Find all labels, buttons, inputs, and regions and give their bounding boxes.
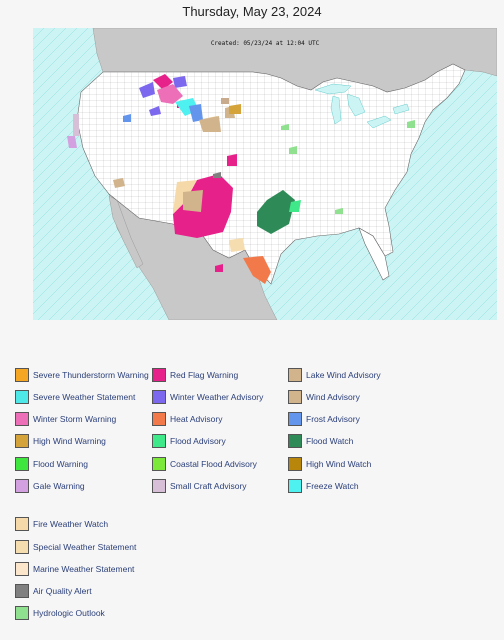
legend-item[interactable]: Severe Weather Statement (15, 389, 135, 405)
legend-swatch (15, 479, 29, 493)
legend-item[interactable]: Heat Advisory (152, 411, 222, 427)
legend-label: High Wind Watch (306, 459, 372, 469)
legend-item[interactable]: Frost Advisory (288, 411, 360, 427)
alert-flood-advisory (289, 200, 301, 212)
legend-swatch (15, 584, 29, 598)
legend-label: Flood Watch (306, 436, 354, 446)
legend-label: Flood Warning (33, 459, 88, 469)
legend-label: Marine Weather Statement (33, 564, 135, 574)
alert-gale-warning (67, 136, 77, 148)
alert-winter-weather-advisory (139, 76, 187, 116)
legend-label: Red Flag Warning (170, 370, 239, 380)
legend-item[interactable]: Fire Weather Watch (15, 516, 108, 532)
legend-swatch (15, 368, 29, 382)
legend-swatch (152, 434, 166, 448)
great-lakes (314, 83, 410, 129)
legend-item[interactable]: Coastal Flood Advisory (152, 456, 257, 472)
legend-item[interactable]: Air Quality Alert (15, 583, 92, 599)
page-title: Thursday, May 23, 2024 (182, 4, 322, 19)
us-alerts-map-svg (33, 28, 497, 320)
legend-label: Air Quality Alert (33, 586, 92, 596)
legend-swatch (288, 412, 302, 426)
legend-item[interactable]: Wind Advisory (288, 389, 360, 405)
legend-item[interactable]: Flood Watch (288, 433, 353, 449)
legend-label: Fire Weather Watch (33, 519, 109, 529)
legend-swatch (152, 390, 166, 404)
legend-swatch (152, 412, 166, 426)
alert-frost-advisory (123, 104, 203, 122)
alert-high-wind-warning (229, 104, 241, 114)
alert-hydrologic-outlook (281, 120, 415, 214)
legend-swatch (288, 457, 302, 471)
legend-swatch (288, 479, 302, 493)
legend-label: Frost Advisory (306, 414, 360, 424)
legend-item[interactable]: Winter Weather Advisory (152, 389, 263, 405)
legend-label: Severe Weather Statement (33, 392, 136, 402)
legend-swatch (15, 606, 29, 620)
legend-label: Freeze Watch (306, 481, 359, 491)
legend-swatch (152, 368, 166, 382)
alert-winter-storm-warning (157, 84, 183, 104)
legend-item[interactable]: Small Craft Advisory (152, 478, 247, 494)
legend-label: Special Weather Statement (33, 542, 137, 552)
legend-label: Winter Storm Warning (33, 414, 117, 424)
alert-flood-watch (257, 190, 295, 234)
legend-label: Coastal Flood Advisory (170, 459, 257, 469)
alert-small-craft-advisory (73, 114, 79, 136)
legend-swatch (152, 457, 166, 471)
alert-special-weather-statement (229, 238, 245, 252)
legend-label: Wind Advisory (306, 392, 360, 402)
legend-swatch (15, 562, 29, 576)
legend-item[interactable]: High Wind Warning (15, 433, 106, 449)
legend-swatch (288, 434, 302, 448)
legend-item[interactable]: Special Weather Statement (15, 539, 136, 555)
legend-item[interactable]: Gale Warning (15, 478, 85, 494)
legend-swatch (15, 540, 29, 554)
legend-swatch (15, 517, 29, 531)
legend-swatch (15, 434, 29, 448)
map-created-timestamp: Created: 05/23/24 at 12:04 UTC (210, 40, 320, 47)
alert-air-quality-alert (213, 172, 221, 178)
alert-lake-wind-advisory (221, 98, 229, 104)
legend-label: Flood Advisory (170, 436, 226, 446)
legend-item[interactable]: Flood Warning (15, 456, 88, 472)
legend-swatch (15, 457, 29, 471)
legend-item[interactable]: Hydrologic Outlook (15, 605, 105, 621)
alert-heat-advisory (243, 256, 271, 284)
legend-item[interactable]: Severe Thunderstorm Warning (15, 367, 149, 383)
baja-peninsula (108, 195, 144, 269)
florida (358, 227, 390, 281)
legend-swatch (15, 390, 29, 404)
legend-label: Heat Advisory (170, 414, 223, 424)
legend-label: Small Craft Advisory (170, 481, 247, 491)
legend-label: Lake Wind Advisory (306, 370, 381, 380)
legend-swatch (152, 479, 166, 493)
legend-swatch (15, 412, 29, 426)
legend-label: Hydrologic Outlook (33, 608, 105, 618)
legend-item[interactable]: High Wind Watch (288, 456, 371, 472)
legend-label: Severe Thunderstorm Warning (33, 370, 149, 380)
legend-swatch (288, 368, 302, 382)
legend-item[interactable]: Lake Wind Advisory (288, 367, 381, 383)
legend-label: Winter Weather Advisory (170, 392, 264, 402)
legend-label: Gale Warning (33, 481, 85, 491)
legend-item[interactable]: Winter Storm Warning (15, 411, 116, 427)
legend-item[interactable]: Red Flag Warning (152, 367, 238, 383)
legend-label: High Wind Warning (33, 436, 106, 446)
legend-item[interactable]: Freeze Watch (288, 478, 359, 494)
legend-swatch (288, 390, 302, 404)
county-grid (77, 64, 465, 284)
alerts-map[interactable]: Created: 05/23/24 at 12:04 UTC (33, 28, 497, 320)
legend-item[interactable]: Flood Advisory (152, 433, 226, 449)
legend-item[interactable]: Marine Weather Statement (15, 561, 134, 577)
